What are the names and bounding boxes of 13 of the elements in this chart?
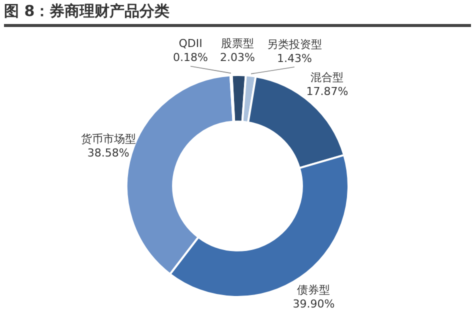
- data-label: 39.90%: [292, 297, 335, 310]
- data-label: 0.18%: [173, 51, 208, 64]
- chart-title: 图 8：券商理财产品分类: [4, 2, 471, 27]
- slice-label: 货币市场型: [80, 132, 136, 146]
- slice-label: 债券型: [297, 283, 330, 296]
- data-label: 1.43%: [276, 52, 312, 65]
- data-label: 17.87%: [306, 84, 348, 98]
- data-label: 2.03%: [220, 50, 255, 64]
- slice-label: 股票型: [220, 36, 254, 50]
- slice-label: 另类投资型: [266, 38, 322, 51]
- data-label: 38.58%: [87, 146, 130, 160]
- slice-label: QDII: [178, 37, 202, 50]
- slice-label: 混合型: [310, 70, 344, 84]
